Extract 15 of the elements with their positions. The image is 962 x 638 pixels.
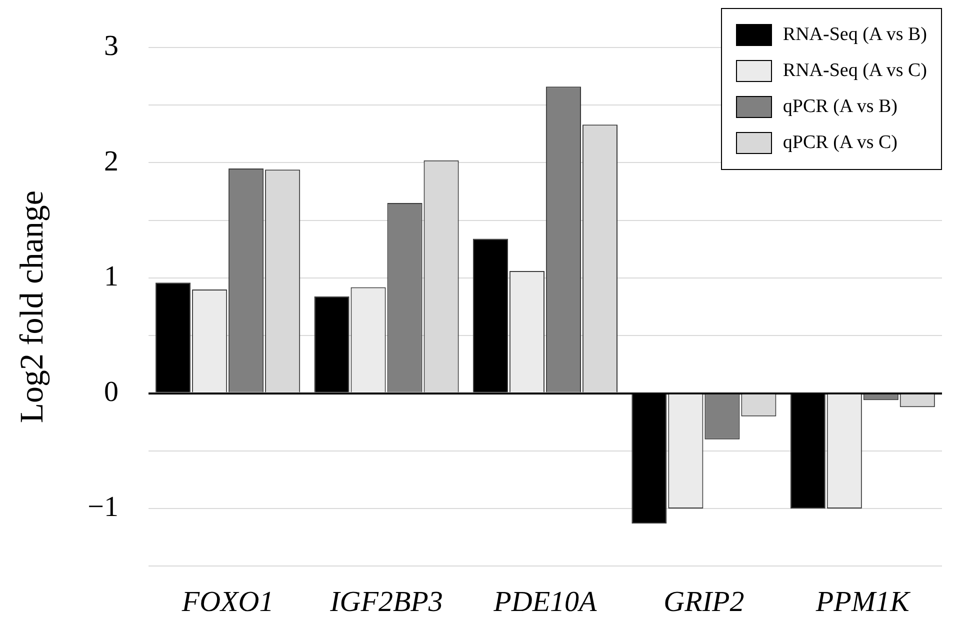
y-tick-label: 1 [104, 260, 118, 293]
y-axis-title: Log2 fold change [14, 190, 50, 424]
y-tick-label: −1 [88, 491, 118, 524]
x-tick-label: GRIP2 [664, 586, 744, 618]
x-tick-label: PDE10A [492, 586, 598, 618]
x-tick-label: IGF2BP3 [329, 586, 443, 618]
legend-label: RNA-Seq (A vs B) [782, 24, 927, 46]
y-tick-label: 3 [104, 30, 118, 62]
x-tick-label: FOXO1 [180, 586, 274, 618]
legend-label: qPCR (A vs B) [782, 96, 898, 118]
y-tick-label: 2 [104, 145, 118, 178]
y-tick-label: 0 [104, 376, 118, 408]
legend-label: RNA-Seq (A vs C) [782, 60, 927, 82]
legend-label: qPCR (A vs C) [782, 132, 898, 154]
x-tick-label: PPM1K [814, 586, 912, 618]
